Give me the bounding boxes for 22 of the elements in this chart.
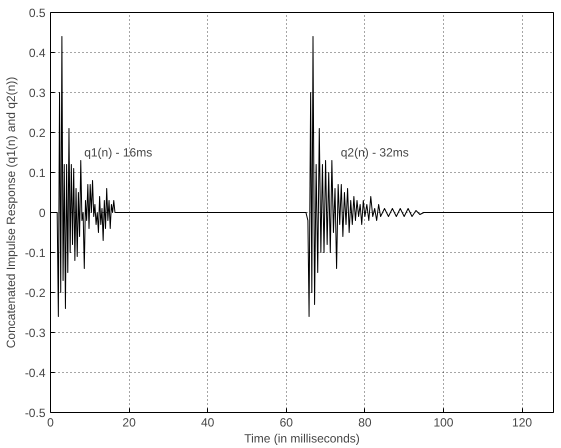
y-axis-title: Concatenated Impulse Response (q1(n) and q2(n))	[4, 76, 18, 348]
y-tick-label: -0.5	[24, 406, 46, 420]
y-tick-label: -0.2	[24, 286, 46, 300]
x-tick-label: 40	[201, 416, 215, 430]
y-tick-label: 0.4	[28, 46, 46, 60]
x-axis-title: Time (in milliseconds)	[244, 432, 360, 446]
y-tick-label: 0.1	[28, 166, 46, 180]
y-tick-label: 0	[38, 206, 46, 220]
x-tick-label: 60	[280, 416, 294, 430]
annotation: q1(n) - 16ms	[84, 146, 152, 160]
x-tick-label: 0	[47, 416, 54, 430]
x-tick-label: 80	[358, 416, 372, 430]
y-tick-label: 0.3	[28, 86, 46, 100]
x-tick-label: 120	[512, 416, 532, 430]
y-tick-label: -0.1	[24, 246, 46, 260]
annotation: q2(n) - 32ms	[340, 146, 409, 160]
x-tick-label: 20	[122, 416, 136, 430]
y-tick-label: 0.2	[28, 126, 46, 140]
y-tick-label: -0.3	[24, 326, 46, 340]
y-tick-label: 0.5	[28, 6, 46, 20]
x-tick-label: 100	[433, 416, 454, 430]
y-tick-label: -0.4	[24, 366, 46, 380]
